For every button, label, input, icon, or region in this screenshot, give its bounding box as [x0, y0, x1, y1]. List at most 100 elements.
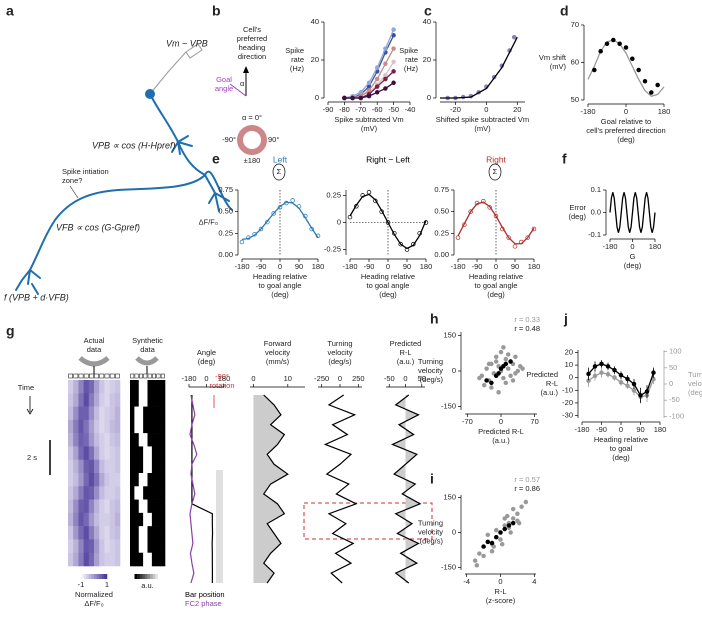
ylabel: R-L [546, 379, 558, 388]
heat-cell [160, 512, 166, 527]
heat-cell [73, 486, 79, 500]
point [520, 366, 525, 371]
heat-cell [151, 499, 157, 514]
y2-tick-label: -50 [669, 395, 680, 404]
heat-cell [109, 406, 116, 421]
heat-cell [78, 419, 84, 434]
xlabel: Predicted R-L [478, 427, 524, 436]
heat-cell [83, 446, 90, 461]
panel-letter: c [424, 3, 432, 19]
heat-cell [73, 433, 79, 447]
heat-cell [104, 446, 110, 461]
heat-cell [99, 552, 105, 567]
chart-title: Right − Left [366, 154, 410, 164]
heat-cell [109, 459, 116, 474]
annotation: rotation [209, 381, 234, 390]
point [502, 526, 507, 532]
point [586, 371, 591, 377]
point [498, 349, 504, 355]
colorbar-tick: -1 [78, 580, 85, 589]
heat-cell [83, 459, 90, 474]
x-tick-label: -90 [472, 262, 483, 271]
heat-cell [130, 393, 135, 407]
heat-cell [147, 446, 153, 461]
ylabel: (deg) [568, 212, 586, 221]
point [604, 41, 610, 46]
y2-tick-label: 100 [669, 347, 682, 356]
column-marker [130, 373, 135, 379]
heat-cell [88, 499, 95, 514]
heat-cell [156, 473, 161, 487]
y-tick-label: -0.1 [588, 230, 601, 239]
heat-cell [88, 486, 95, 500]
icon-label: α = 0° [242, 113, 262, 122]
column-marker [99, 373, 105, 379]
x-tick-label: -90 [323, 105, 334, 114]
heat-cell [104, 486, 110, 500]
point [358, 90, 364, 95]
heat-cell [156, 459, 161, 474]
heat-cell [134, 539, 140, 554]
x-tick-label: 180 [218, 374, 231, 383]
trace [323, 394, 358, 584]
heat-cell [83, 499, 90, 514]
heat-cell [147, 393, 153, 407]
x-tick-label: -180 [234, 262, 249, 271]
column-marker [109, 373, 115, 379]
heat-cell [94, 539, 100, 554]
heat-cell [78, 433, 84, 447]
point [631, 388, 637, 393]
point [599, 370, 604, 375]
heat-cell [83, 526, 90, 540]
x-tick-label: 90 [636, 425, 644, 434]
point [477, 375, 482, 381]
heat-cell [151, 446, 157, 461]
heat-cell [138, 406, 144, 421]
y-tick-label: 0.50 [218, 207, 233, 216]
heat-cell [73, 459, 79, 474]
ylabel: Turning [418, 357, 443, 366]
colorbar [150, 574, 153, 579]
point [366, 93, 372, 99]
heat-cell [130, 433, 135, 447]
annotation: 2 s [27, 453, 37, 462]
xlabel: Heading relative [594, 435, 648, 444]
heat-cell [151, 393, 157, 407]
icon-label: direction [238, 52, 266, 61]
heat-cell [114, 499, 121, 514]
heat-cell [109, 380, 116, 394]
point [486, 361, 492, 367]
point [531, 226, 537, 232]
equation: f (VPB + d·VFB) [4, 292, 69, 302]
point [511, 34, 517, 40]
y-tick-label: 20 [565, 348, 573, 357]
heat-cell [88, 459, 95, 474]
y-tick-label: -150 [441, 563, 456, 572]
y-tick-label: 20 [423, 55, 431, 64]
heat-cell [134, 499, 140, 514]
heat-cell [114, 552, 121, 567]
x-tick-label: 70 [530, 417, 538, 426]
xlabel: (deg) [487, 290, 505, 299]
heat-cell [73, 419, 79, 434]
y-tick-label: -20 [562, 398, 573, 407]
column-marker [68, 373, 73, 379]
heat-cell [68, 473, 74, 487]
xlabel: Heading relative [469, 272, 523, 281]
xlabel: (deg) [379, 290, 397, 299]
point [506, 235, 511, 240]
heat-cell [143, 473, 148, 487]
icon-label: heading [239, 43, 266, 52]
point [491, 544, 496, 549]
heat-cell [143, 419, 148, 434]
heat-cell [109, 419, 116, 434]
heat-cell [109, 393, 116, 407]
heat-cell [114, 459, 121, 474]
sigma: Σ [277, 167, 282, 176]
xlabel: Heading relative [361, 272, 415, 281]
x-tick-label: 180 [654, 425, 667, 434]
x-tick-label: 0 [624, 107, 628, 116]
heat-cell [160, 486, 166, 500]
column-marker [152, 373, 156, 379]
x-tick-label: -70 [462, 417, 473, 426]
